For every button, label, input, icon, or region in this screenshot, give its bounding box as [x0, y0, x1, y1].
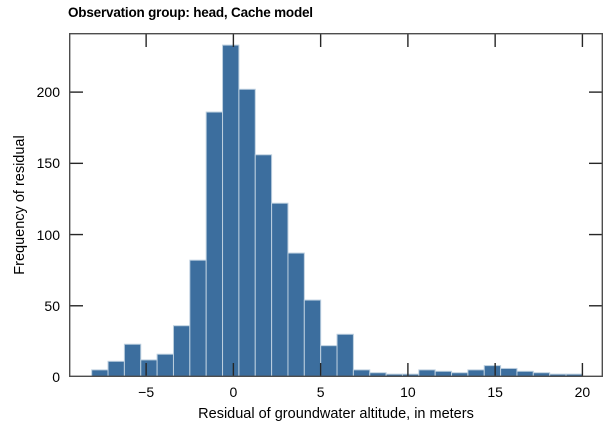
histogram-bar [222, 44, 240, 377]
histogram-bar [303, 299, 322, 377]
histogram-plot [69, 33, 603, 377]
y-tick-label: 50 [44, 297, 60, 314]
histogram-bar [483, 365, 502, 377]
chart-title: Observation group: head, Cache model [68, 5, 313, 20]
histogram-bar [107, 360, 125, 377]
x-axis-label: Residual of groundwater altitude, in met… [198, 406, 474, 422]
plot-area [69, 33, 603, 377]
histogram-bar [140, 359, 158, 377]
histogram-bar [287, 252, 305, 377]
x-tick-label: 10 [400, 384, 416, 400]
histogram-bar [123, 343, 142, 377]
y-tick-label: 200 [36, 84, 60, 101]
plot-border [69, 33, 603, 377]
x-tick-label: 5 [316, 384, 325, 400]
x-tick-label: 15 [487, 384, 503, 400]
histogram-bar [336, 333, 354, 377]
histogram-bar [205, 111, 224, 377]
y-axis-label-area: Frequency of residual [0, 33, 40, 377]
x-tick-label: 0 [229, 384, 238, 400]
histogram-bar [172, 325, 191, 377]
histogram-bar [271, 202, 289, 377]
x-tick-label: −5 [138, 384, 155, 400]
y-tick-label: 100 [36, 226, 60, 243]
histogram-bar [156, 353, 174, 377]
histogram-bar [320, 345, 338, 377]
x-tick-label: 20 [574, 384, 591, 400]
histogram-bar [254, 154, 273, 377]
y-tick-label: 150 [36, 155, 60, 172]
histogram-bar [189, 259, 207, 377]
y-tick-label: 0 [52, 369, 60, 385]
histogram-bar [238, 88, 256, 377]
y-axis-label: Frequency of residual [12, 135, 28, 275]
